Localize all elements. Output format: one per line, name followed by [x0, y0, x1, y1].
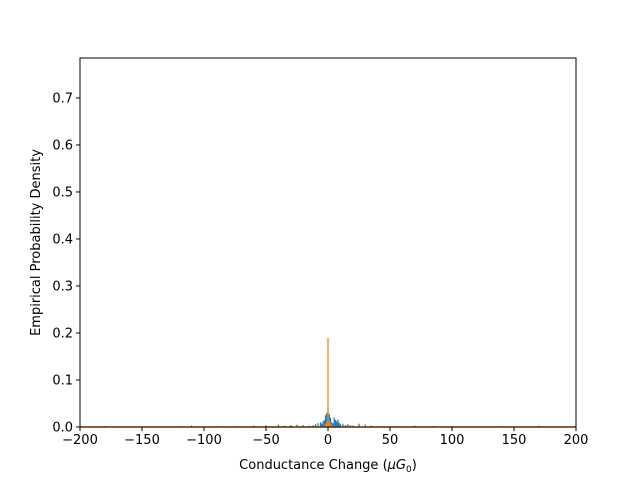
y-tick-label: 0.0	[52, 421, 73, 436]
x-tick-label: −150	[124, 433, 160, 448]
x-tick-label: −200	[62, 433, 98, 448]
y-axis-label: Empirical Probability Density	[29, 149, 44, 336]
bar	[331, 425, 333, 427]
x-tick-label: 0	[324, 433, 332, 448]
x-tick-label: 50	[382, 433, 399, 448]
bar	[328, 413, 330, 427]
bar	[319, 422, 322, 427]
bar	[302, 425, 304, 427]
bar	[331, 422, 333, 427]
bar	[277, 424, 280, 427]
bar	[327, 337, 329, 427]
x-tick-label: −50	[252, 433, 279, 448]
bar	[290, 425, 292, 427]
bar	[334, 419, 337, 427]
bar	[333, 417, 335, 427]
bar	[321, 423, 323, 427]
y-tick-label: 0.6	[52, 138, 73, 153]
y-tick-label: 0.3	[52, 279, 73, 294]
bar	[326, 412, 328, 427]
bar	[332, 423, 334, 427]
x-axis-label: Conductance Change (μG0)	[239, 458, 417, 475]
y-tick-label: 0.5	[52, 185, 73, 200]
bar	[337, 419, 339, 427]
bars-layer	[104, 337, 540, 427]
bar	[326, 422, 328, 427]
x-tick-label: −100	[186, 433, 222, 448]
bar	[324, 424, 327, 427]
bar	[344, 425, 346, 427]
bar	[364, 424, 366, 427]
y-axis: 0.0 0.1 0.2 0.3 0.4 0.5 0.6 0.7	[52, 91, 80, 436]
bar	[336, 421, 338, 427]
bar	[312, 425, 314, 427]
bar	[323, 419, 325, 427]
bar	[338, 422, 340, 427]
bar	[347, 424, 349, 427]
y-tick-label: 0.1	[52, 373, 73, 388]
x-axis: −200 −150 −100 −50 0 50 100 150 200	[62, 427, 588, 448]
bar	[296, 424, 298, 427]
bar	[322, 421, 324, 427]
bar	[339, 424, 342, 427]
bar	[314, 424, 317, 427]
bar	[324, 415, 327, 427]
bar	[317, 423, 319, 427]
bar	[329, 423, 332, 427]
bar	[328, 421, 330, 427]
x-tick-label: 150	[502, 433, 527, 448]
y-tick-label: 0.7	[52, 91, 73, 106]
bar	[342, 423, 344, 427]
x-tick-label: 100	[440, 433, 465, 448]
x-tick-label: 200	[564, 433, 589, 448]
y-tick-label: 0.4	[52, 232, 73, 247]
y-tick-label: 0.2	[52, 326, 73, 341]
bar	[349, 425, 351, 427]
bar	[329, 417, 332, 427]
bar	[265, 425, 267, 427]
bar	[358, 423, 360, 427]
